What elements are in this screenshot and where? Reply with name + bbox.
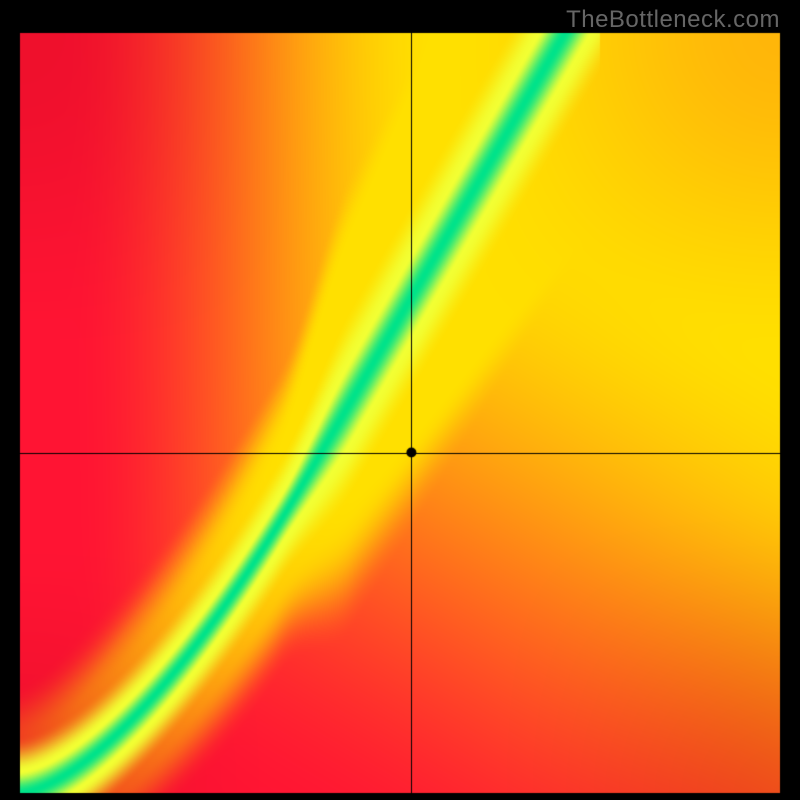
bottleneck-heatmap bbox=[0, 0, 800, 800]
chart-container: TheBottleneck.com bbox=[0, 0, 800, 800]
watermark-text: TheBottleneck.com bbox=[566, 6, 780, 34]
